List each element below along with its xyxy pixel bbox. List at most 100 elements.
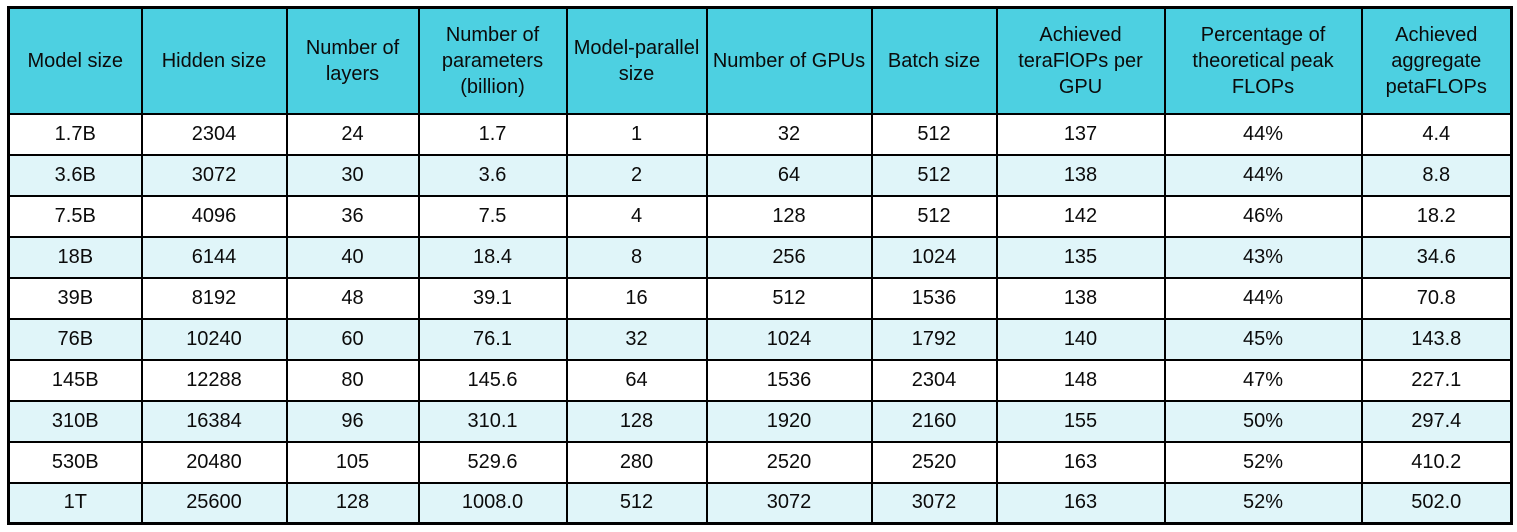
table-cell: 145B — [7, 358, 143, 402]
table-cell: 148 — [995, 358, 1166, 402]
table-row: 310B 16384 96 310.1 128 1920 2160 155 50% 297.4 — [7, 399, 1513, 443]
header-row: Model size Hidden size Number of layers Num… — [7, 6, 1513, 115]
table-cell: 16 — [565, 276, 708, 320]
table-cell: 7.5 — [417, 194, 568, 238]
table-cell: 8192 — [140, 276, 288, 320]
table-cell: 24 — [285, 112, 420, 156]
table-cell: 137 — [995, 112, 1166, 156]
table-cell: 2 — [565, 153, 708, 197]
table-cell: 30 — [285, 153, 420, 197]
table-cell: 18.2 — [1360, 194, 1513, 238]
table-row: 39B 8192 48 39.1 16 512 1536 138 44% 70.8 — [7, 276, 1513, 320]
table-cell: 310.1 — [417, 399, 568, 443]
table-cell: 530B — [7, 440, 143, 484]
table-cell: 280 — [565, 440, 708, 484]
table-cell: 310B — [7, 399, 143, 443]
column-header: Achieved aggregate petaFLOPs — [1360, 6, 1513, 115]
column-header: Model-parallel size — [565, 6, 708, 115]
table-cell: 135 — [995, 235, 1166, 279]
table-cell: 2160 — [870, 399, 998, 443]
table-header: Model size Hidden size Number of layers Num… — [7, 6, 1513, 115]
table-cell: 36 — [285, 194, 420, 238]
table-row: 1T 25600 128 1008.0 512 3072 3072 163 52% 502.0 — [7, 481, 1513, 525]
column-header: Number of GPUs — [705, 6, 873, 115]
table-cell: 96 — [285, 399, 420, 443]
table-cell: 138 — [995, 276, 1166, 320]
column-header: Batch size — [870, 6, 998, 115]
table-cell: 70.8 — [1360, 276, 1513, 320]
table-cell: 128 — [285, 481, 420, 525]
table-cell: 32 — [705, 112, 873, 156]
table-cell: 18.4 — [417, 235, 568, 279]
table-cell: 52% — [1163, 440, 1363, 484]
table-row: 3.6B 3072 30 3.6 2 64 512 138 44% 8.8 — [7, 153, 1513, 197]
table-row: 145B 12288 80 145.6 64 1536 2304 148 47% 227.1 — [7, 358, 1513, 402]
table-cell: 138 — [995, 153, 1166, 197]
table-cell: 76B — [7, 317, 143, 361]
column-header: Percentage of theoretical peak FLOPs — [1163, 6, 1363, 115]
table-cell: 4096 — [140, 194, 288, 238]
table-cell: 512 — [870, 112, 998, 156]
table-cell: 502.0 — [1360, 481, 1513, 525]
table-cell: 64 — [705, 153, 873, 197]
table-cell: 1 — [565, 112, 708, 156]
table-cell: 8.8 — [1360, 153, 1513, 197]
table-cell: 40 — [285, 235, 420, 279]
table-cell: 34.6 — [1360, 235, 1513, 279]
table-cell: 16384 — [140, 399, 288, 443]
table-cell: 163 — [995, 440, 1166, 484]
column-header: Achieved teraFlOPs per GPU — [995, 6, 1166, 115]
table-cell: 1.7B — [7, 112, 143, 156]
table-cell: 2520 — [870, 440, 998, 484]
table-body: 1.7B 2304 24 1.7 1 32 512 137 44% 4.4 3.6B 3072 30 3.… — [7, 112, 1513, 525]
table-cell: 155 — [995, 399, 1166, 443]
table-cell: 80 — [285, 358, 420, 402]
table-cell: 44% — [1163, 153, 1363, 197]
table-cell: 1792 — [870, 317, 998, 361]
table-row: 1.7B 2304 24 1.7 1 32 512 137 44% 4.4 — [7, 112, 1513, 156]
table-cell: 3.6 — [417, 153, 568, 197]
table-cell: 43% — [1163, 235, 1363, 279]
table-cell: 2304 — [140, 112, 288, 156]
table-cell: 44% — [1163, 276, 1363, 320]
table-cell: 128 — [565, 399, 708, 443]
table-cell: 46% — [1163, 194, 1363, 238]
table-cell: 105 — [285, 440, 420, 484]
table-cell: 12288 — [140, 358, 288, 402]
table-cell: 1920 — [705, 399, 873, 443]
table-cell: 297.4 — [1360, 399, 1513, 443]
table-cell: 76.1 — [417, 317, 568, 361]
table-cell: 512 — [705, 276, 873, 320]
table-cell: 32 — [565, 317, 708, 361]
table-cell: 3072 — [705, 481, 873, 525]
table-cell: 52% — [1163, 481, 1363, 525]
table-cell: 60 — [285, 317, 420, 361]
table-cell: 6144 — [140, 235, 288, 279]
table-cell: 48 — [285, 276, 420, 320]
table-cell: 1536 — [870, 276, 998, 320]
column-header: Model size — [7, 6, 143, 115]
table-cell: 512 — [565, 481, 708, 525]
table-cell: 163 — [995, 481, 1166, 525]
table-cell: 1008.0 — [417, 481, 568, 525]
table-cell: 8 — [565, 235, 708, 279]
table-row: 76B 10240 60 76.1 32 1024 1792 140 45% 143.8 — [7, 317, 1513, 361]
table-cell: 3.6B — [7, 153, 143, 197]
table-cell: 18B — [7, 235, 143, 279]
table-cell: 1.7 — [417, 112, 568, 156]
table-cell: 2304 — [870, 358, 998, 402]
table-cell: 410.2 — [1360, 440, 1513, 484]
table-cell: 512 — [870, 153, 998, 197]
table-cell: 25600 — [140, 481, 288, 525]
table-row: 18B 6144 40 18.4 8 256 1024 135 43% 34.6 — [7, 235, 1513, 279]
table-cell: 39B — [7, 276, 143, 320]
table-cell: 64 — [565, 358, 708, 402]
table-cell: 39.1 — [417, 276, 568, 320]
table-row: 530B 20480 105 529.6 280 2520 2520 163 52% 410.2 — [7, 440, 1513, 484]
table-cell: 4 — [565, 194, 708, 238]
model-scaling-table: Model size Hidden size Number of layers Num… — [7, 6, 1513, 525]
table-cell: 3072 — [140, 153, 288, 197]
table-cell: 1024 — [870, 235, 998, 279]
table-cell: 2520 — [705, 440, 873, 484]
column-header: Number of parameters (billion) — [417, 6, 568, 115]
